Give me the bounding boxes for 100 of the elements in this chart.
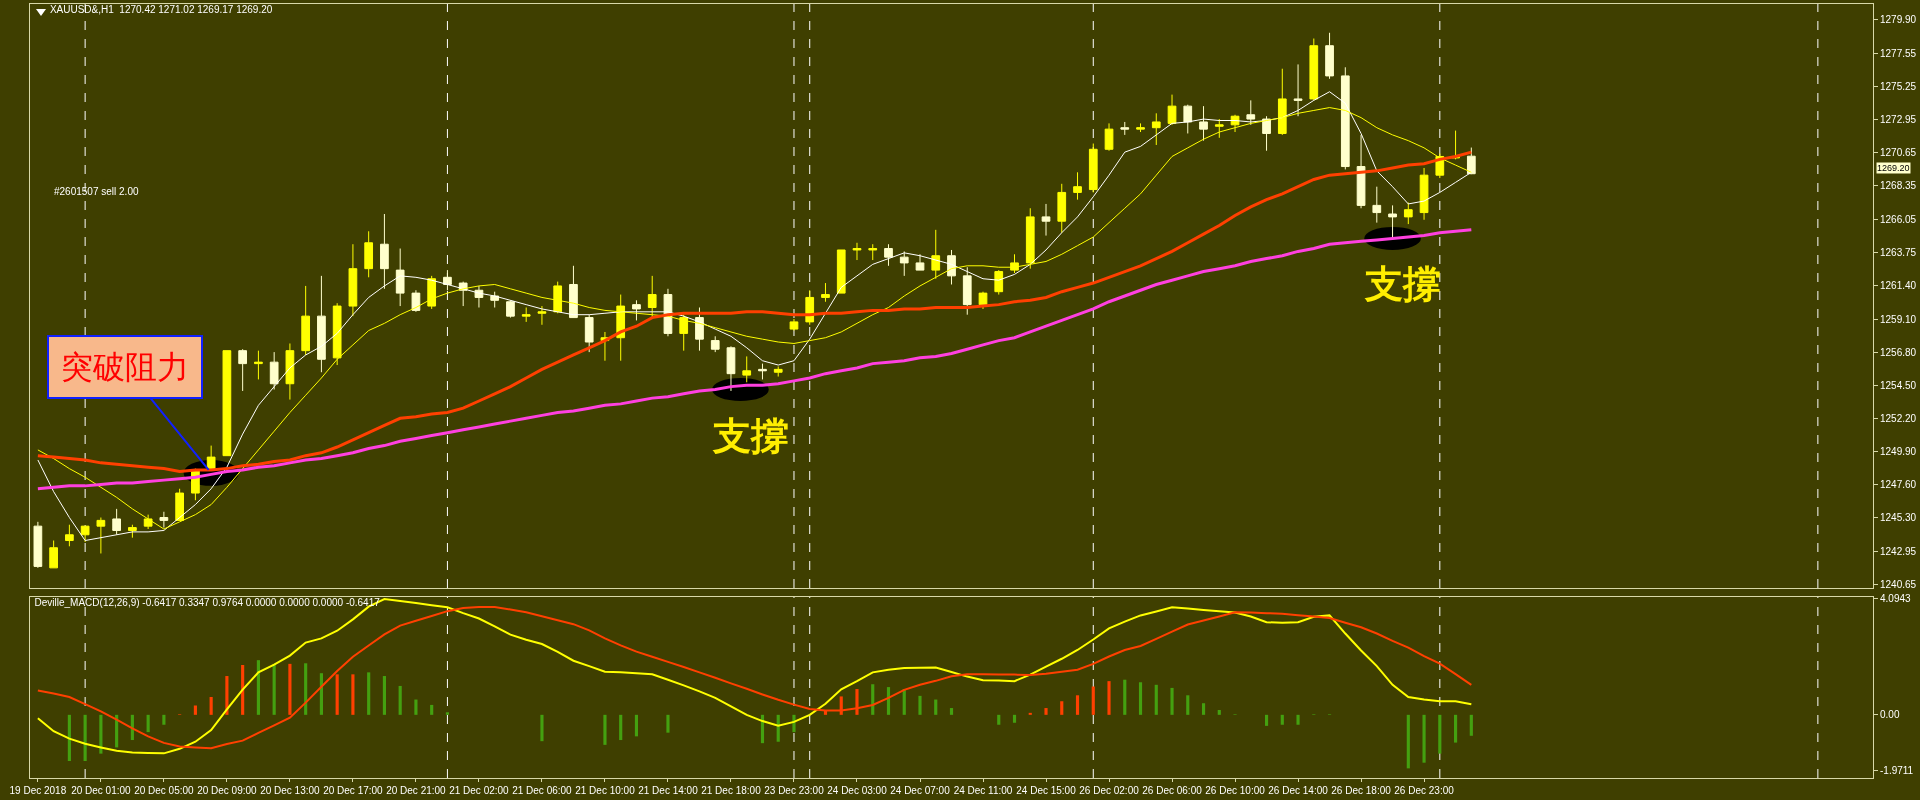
candlestick — [128, 524, 137, 539]
bar — [67, 714, 71, 761]
y-tick-label: 1242.95 — [1880, 545, 1917, 557]
x-tick-label: 20 Dec 17:00 — [323, 785, 384, 796]
candlestick — [1230, 114, 1240, 133]
x-tick-label: 21 Dec 06:00 — [512, 785, 573, 796]
bar — [335, 674, 339, 715]
candlestick — [1466, 147, 1476, 175]
bar — [1186, 695, 1190, 715]
candlestick — [1309, 38, 1319, 101]
candlestick — [821, 282, 830, 303]
x-tick-label: 21 Dec 02:00 — [449, 785, 510, 796]
bar — [304, 663, 308, 715]
candlestick — [33, 521, 43, 569]
candlestick — [1057, 183, 1067, 234]
candlestick — [1403, 202, 1413, 225]
candlestick — [1136, 122, 1145, 133]
bar — [382, 676, 386, 715]
candlestick — [1167, 94, 1177, 126]
x-tick-label: 21 Dec 18:00 — [701, 785, 762, 796]
x-tick-label: 21 Dec 14:00 — [638, 785, 699, 796]
candlestick — [1151, 112, 1161, 146]
bar — [1406, 714, 1410, 769]
chart-title: XAUUSD&,H1 1270.42 1271.02 1269.17 1269.20 — [49, 4, 273, 15]
candlestick — [915, 253, 925, 271]
candlestick — [1246, 99, 1256, 126]
bar — [871, 684, 875, 715]
candlestick — [994, 269, 1004, 296]
bar — [1280, 714, 1284, 725]
candlestick — [584, 314, 594, 353]
y-tick-label: 1240.65 — [1880, 578, 1917, 590]
candlestick — [836, 249, 846, 294]
y-tick-label: 1266.05 — [1880, 213, 1917, 225]
candlestick — [490, 291, 500, 309]
bar — [603, 714, 607, 745]
bar — [918, 695, 922, 715]
y-tick-label: 0.00 — [1880, 709, 1900, 721]
candlestick — [364, 230, 374, 278]
line-series — [36, 150, 1473, 473]
bar — [1012, 714, 1017, 723]
y-tick-label: 1259.10 — [1880, 313, 1917, 325]
candlestick — [65, 524, 74, 547]
bar — [855, 689, 859, 715]
y-tick-label: 1245.30 — [1880, 512, 1917, 524]
candlestick — [80, 525, 90, 543]
x-tick-label: 21 Dec 10:00 — [575, 785, 636, 796]
x-tick-label: 20 Dec 21:00 — [386, 785, 447, 796]
y-tick-label: 1249.90 — [1880, 445, 1917, 457]
candlestick — [96, 517, 106, 554]
candlestick — [1088, 143, 1098, 193]
x-tick-label: 26 Dec 10:00 — [1205, 785, 1266, 796]
candlestick — [506, 299, 515, 319]
x-tick-label: 26 Dec 14:00 — [1268, 785, 1329, 796]
candlestick — [1183, 104, 1193, 134]
candlestick — [710, 335, 720, 353]
candlestick — [1199, 105, 1208, 142]
bar — [209, 696, 213, 715]
candlestick — [773, 365, 783, 378]
bar — [666, 714, 670, 733]
x-tick-label: 19 Dec 2018 — [9, 785, 67, 796]
candlestick — [569, 265, 578, 319]
candlestick — [1372, 186, 1382, 224]
candlestick — [632, 299, 641, 321]
bar — [193, 705, 197, 715]
x-tick-label: 24 Dec 07:00 — [890, 785, 951, 796]
x-tick-label: 24 Dec 11:00 — [953, 785, 1013, 796]
bar — [1217, 710, 1221, 715]
candlestick — [1325, 32, 1334, 80]
y-tick-label: 1252.20 — [1880, 412, 1917, 424]
candlestick — [931, 229, 941, 280]
candlestick — [1419, 167, 1429, 221]
candlestick — [380, 213, 389, 290]
candlestick — [1104, 122, 1114, 152]
candlestick — [679, 314, 689, 352]
candlestick — [317, 275, 326, 373]
bar — [1469, 714, 1473, 736]
candlestick — [269, 351, 279, 390]
candlestick — [49, 540, 58, 569]
candlestick — [1073, 171, 1082, 201]
x-tick-label: 26 Dec 18:00 — [1331, 785, 1392, 796]
bar — [288, 663, 292, 715]
y-tick-label: 1263.75 — [1880, 246, 1917, 258]
candlestick — [852, 242, 862, 261]
bar — [430, 704, 434, 715]
candlestick — [1120, 121, 1130, 136]
bar — [1107, 681, 1111, 715]
bar — [256, 660, 260, 715]
y-tick-label: 1272.95 — [1880, 114, 1917, 126]
bar — [619, 714, 623, 741]
x-tick-label: 24 Dec 03:00 — [827, 785, 888, 796]
y-tick-label: 4.0943 — [1880, 593, 1912, 605]
annotation: 支撐 — [1364, 263, 1441, 305]
candlestick — [112, 508, 121, 536]
candlestick — [899, 250, 909, 277]
candlestick — [427, 275, 437, 310]
bar — [540, 714, 544, 742]
candlestick — [647, 275, 657, 319]
x-tick-label: 20 Dec 01:00 — [71, 785, 132, 796]
y-tick-label: 1279.90 — [1880, 14, 1917, 26]
bar — [1060, 701, 1064, 715]
